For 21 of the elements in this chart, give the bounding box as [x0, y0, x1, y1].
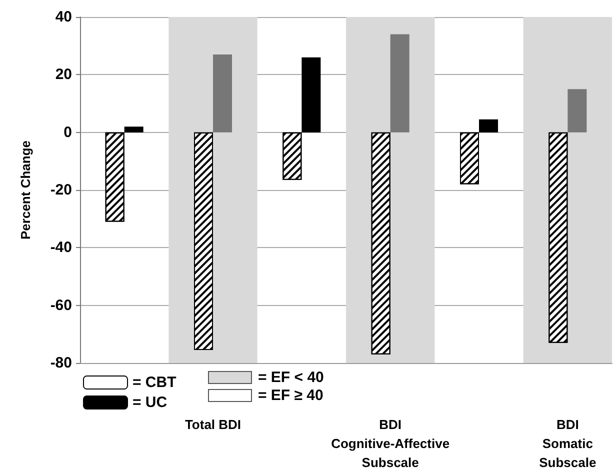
y-tick-label: -80 — [50, 354, 72, 372]
y-tick-label: -20 — [50, 182, 72, 198]
x-tick-label: Total BDI — [184, 417, 242, 432]
y-axis-title: Percent Change — [18, 140, 33, 240]
y-tick-label: 40 — [55, 8, 72, 26]
bar — [568, 89, 587, 132]
x-tick-label: BDI Somatic Subscale — [539, 417, 596, 470]
legend-label: = UC — [132, 394, 168, 411]
y-tick-label: -40 — [50, 239, 72, 256]
bar — [124, 126, 144, 132]
y-tick-label: 20 — [55, 66, 72, 84]
y-tick-label: -60 — [50, 296, 72, 314]
legend-label: = EF < 40 — [258, 369, 324, 386]
text: = EF ≥ 40 — [258, 387, 324, 404]
bar — [390, 34, 410, 132]
legend-label: = CBT — [132, 374, 176, 391]
bar — [302, 57, 321, 132]
bar — [479, 119, 498, 132]
x-tick-label: BDI Cognitive-Affective Subscale — [331, 417, 450, 470]
bar — [213, 54, 232, 132]
y-tick-label: 0 — [64, 124, 72, 141]
